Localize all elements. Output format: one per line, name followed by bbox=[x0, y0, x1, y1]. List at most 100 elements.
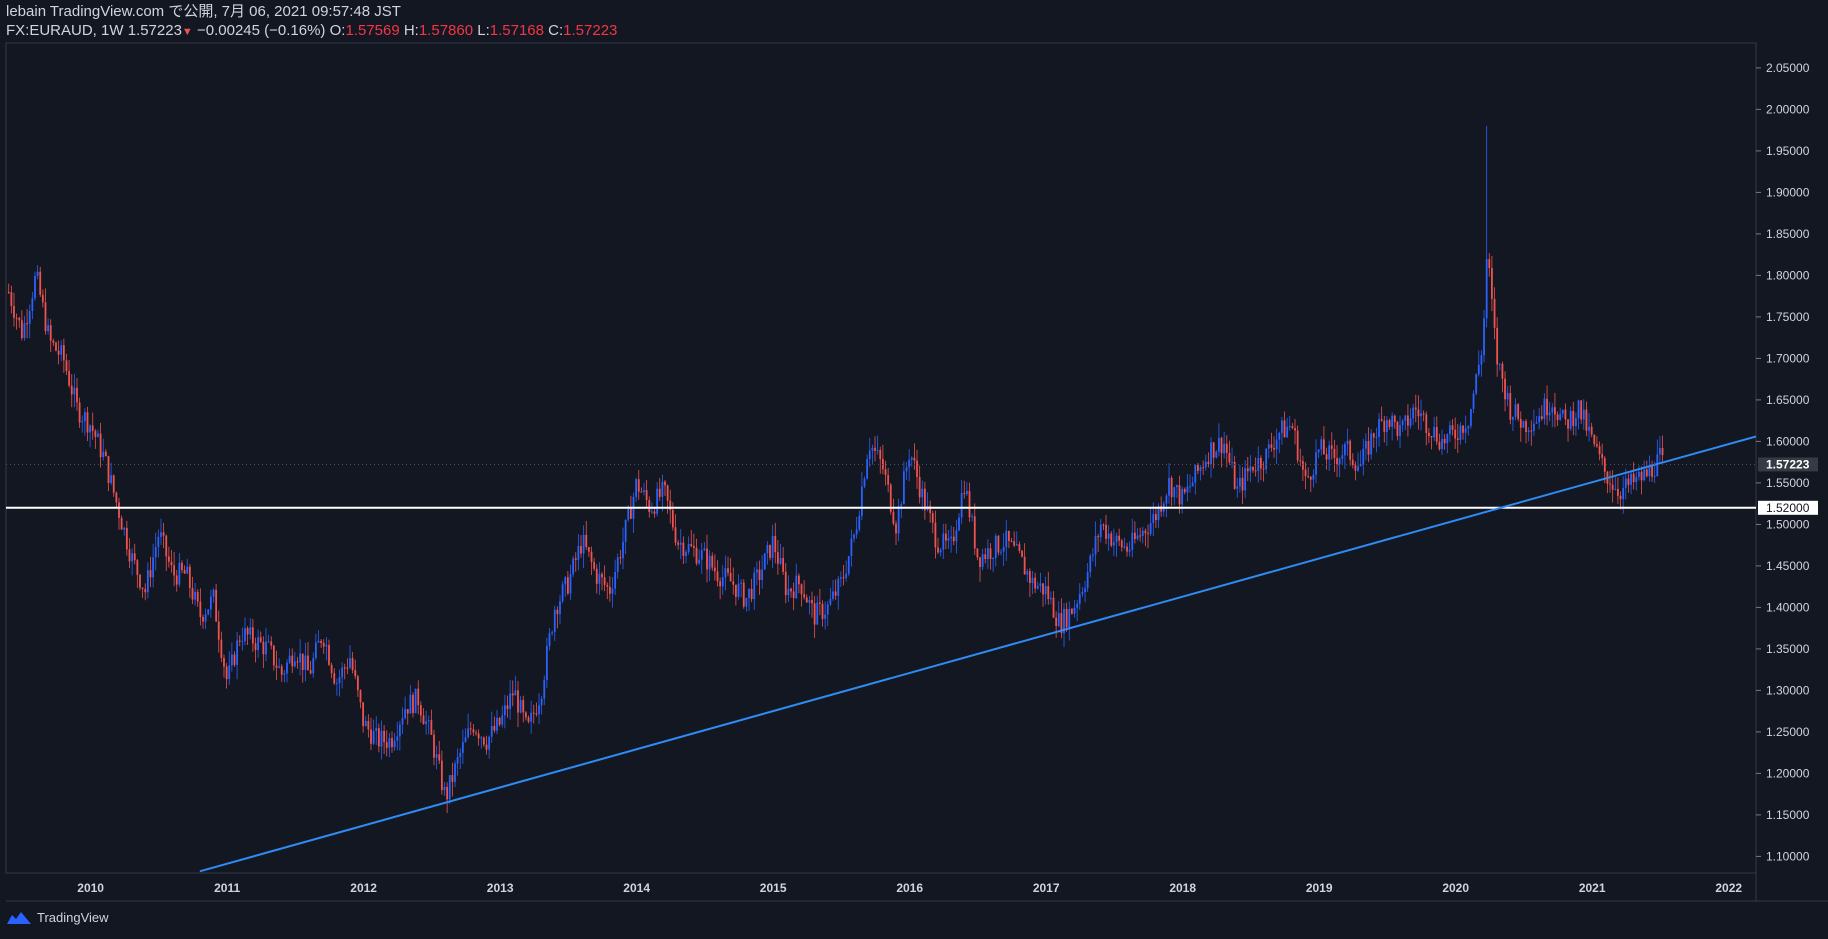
candle-body bbox=[590, 551, 593, 563]
candle-body bbox=[13, 305, 15, 318]
candle-body bbox=[212, 589, 215, 597]
candle-body bbox=[1026, 571, 1029, 575]
candle-body bbox=[1433, 426, 1436, 438]
candle-body bbox=[480, 737, 483, 739]
candle-body bbox=[325, 644, 328, 647]
candle-body bbox=[1170, 478, 1173, 498]
candle-body bbox=[1283, 420, 1286, 438]
candle-body bbox=[784, 571, 787, 596]
candle-body bbox=[89, 425, 92, 433]
candle-body bbox=[824, 614, 827, 619]
candle-body bbox=[70, 385, 73, 395]
candle-body bbox=[986, 548, 989, 560]
candle-body bbox=[1535, 422, 1538, 424]
candle-body bbox=[1070, 608, 1073, 614]
candle-body bbox=[1178, 485, 1181, 505]
candle-body bbox=[994, 535, 997, 559]
candle-body bbox=[706, 548, 708, 570]
candle-body bbox=[1246, 468, 1249, 472]
candle-body bbox=[412, 694, 414, 714]
candle-body bbox=[181, 562, 183, 571]
candle-body bbox=[913, 457, 916, 461]
last-price: 1.57223 bbox=[127, 22, 182, 39]
candle-body bbox=[1593, 434, 1596, 445]
candle-body bbox=[763, 553, 766, 570]
candle-body bbox=[209, 596, 212, 610]
candle-body bbox=[1210, 442, 1212, 465]
candle-body bbox=[364, 720, 367, 727]
symbol-label[interactable]: FX:EURAUD, 1W bbox=[6, 22, 124, 39]
candle-body bbox=[745, 597, 748, 607]
candle-body bbox=[989, 548, 992, 559]
candle-body bbox=[188, 566, 191, 588]
candle-body bbox=[1115, 535, 1118, 543]
candle-body bbox=[330, 664, 333, 674]
candle-body bbox=[1546, 398, 1548, 416]
candle-body bbox=[1659, 447, 1661, 455]
price-change: −0.00245 (−0.16%) bbox=[196, 22, 326, 39]
candle-body bbox=[845, 573, 848, 578]
candle-body bbox=[1034, 577, 1037, 589]
candle-body bbox=[887, 475, 890, 485]
candle-body bbox=[1139, 535, 1142, 537]
candle-body bbox=[1094, 536, 1097, 555]
candle-body bbox=[1254, 470, 1257, 472]
candle-body bbox=[1197, 465, 1199, 471]
candle-body bbox=[1391, 415, 1394, 427]
candle-body bbox=[1118, 535, 1121, 541]
y-tick-label: 1.75000 bbox=[1766, 310, 1810, 324]
trendline[interactable] bbox=[199, 435, 1756, 873]
candle-body bbox=[1309, 476, 1312, 480]
candle-body bbox=[1052, 597, 1055, 618]
candle-body bbox=[1275, 439, 1278, 450]
candle-body bbox=[183, 570, 186, 574]
candle-body bbox=[1036, 585, 1039, 589]
candle-body bbox=[1128, 549, 1131, 552]
candle-body bbox=[1656, 454, 1659, 477]
candle-body bbox=[692, 545, 695, 548]
candle-body bbox=[850, 538, 853, 557]
candle-body bbox=[669, 500, 672, 511]
candle-body bbox=[443, 786, 446, 791]
x-tick-label: 2015 bbox=[760, 881, 787, 895]
brand-name: TradingView bbox=[37, 910, 109, 925]
candle-body bbox=[671, 510, 674, 528]
candle-body bbox=[377, 728, 380, 747]
candle-body bbox=[916, 460, 918, 477]
close-label: C: bbox=[548, 22, 564, 39]
candle-body bbox=[1207, 461, 1210, 465]
candle-body bbox=[874, 447, 876, 451]
candle-body bbox=[947, 538, 950, 541]
candle-body bbox=[55, 342, 57, 351]
candle-body bbox=[351, 658, 354, 671]
candle-body bbox=[580, 546, 582, 554]
candle-body bbox=[551, 632, 554, 634]
candle-body bbox=[559, 601, 561, 615]
candle-body bbox=[811, 600, 813, 604]
candle-body bbox=[1073, 607, 1076, 614]
candle-body bbox=[194, 591, 197, 600]
candle-body bbox=[800, 584, 803, 595]
tradingview-footer[interactable]: TradingView bbox=[6, 910, 109, 925]
candle-body bbox=[249, 627, 252, 635]
candle-body bbox=[606, 584, 609, 587]
candle-body bbox=[1598, 446, 1601, 455]
candle-body bbox=[498, 717, 501, 725]
candle-body bbox=[614, 571, 617, 589]
candle-body bbox=[1252, 466, 1254, 471]
candle-body bbox=[309, 670, 312, 674]
candle-body bbox=[860, 486, 863, 516]
y-tick-label: 1.80000 bbox=[1766, 268, 1810, 282]
candle-body bbox=[1244, 468, 1247, 491]
candle-body bbox=[627, 507, 630, 520]
candle-body bbox=[1367, 440, 1370, 455]
candle-body bbox=[685, 551, 687, 556]
y-tick-label: 2.05000 bbox=[1766, 61, 1810, 75]
candle-body bbox=[118, 502, 120, 518]
candle-body bbox=[1540, 416, 1543, 420]
y-tick-label: 1.20000 bbox=[1766, 766, 1810, 780]
candle-body bbox=[952, 536, 955, 542]
low-label: L: bbox=[477, 22, 490, 39]
candle-body bbox=[68, 371, 71, 386]
